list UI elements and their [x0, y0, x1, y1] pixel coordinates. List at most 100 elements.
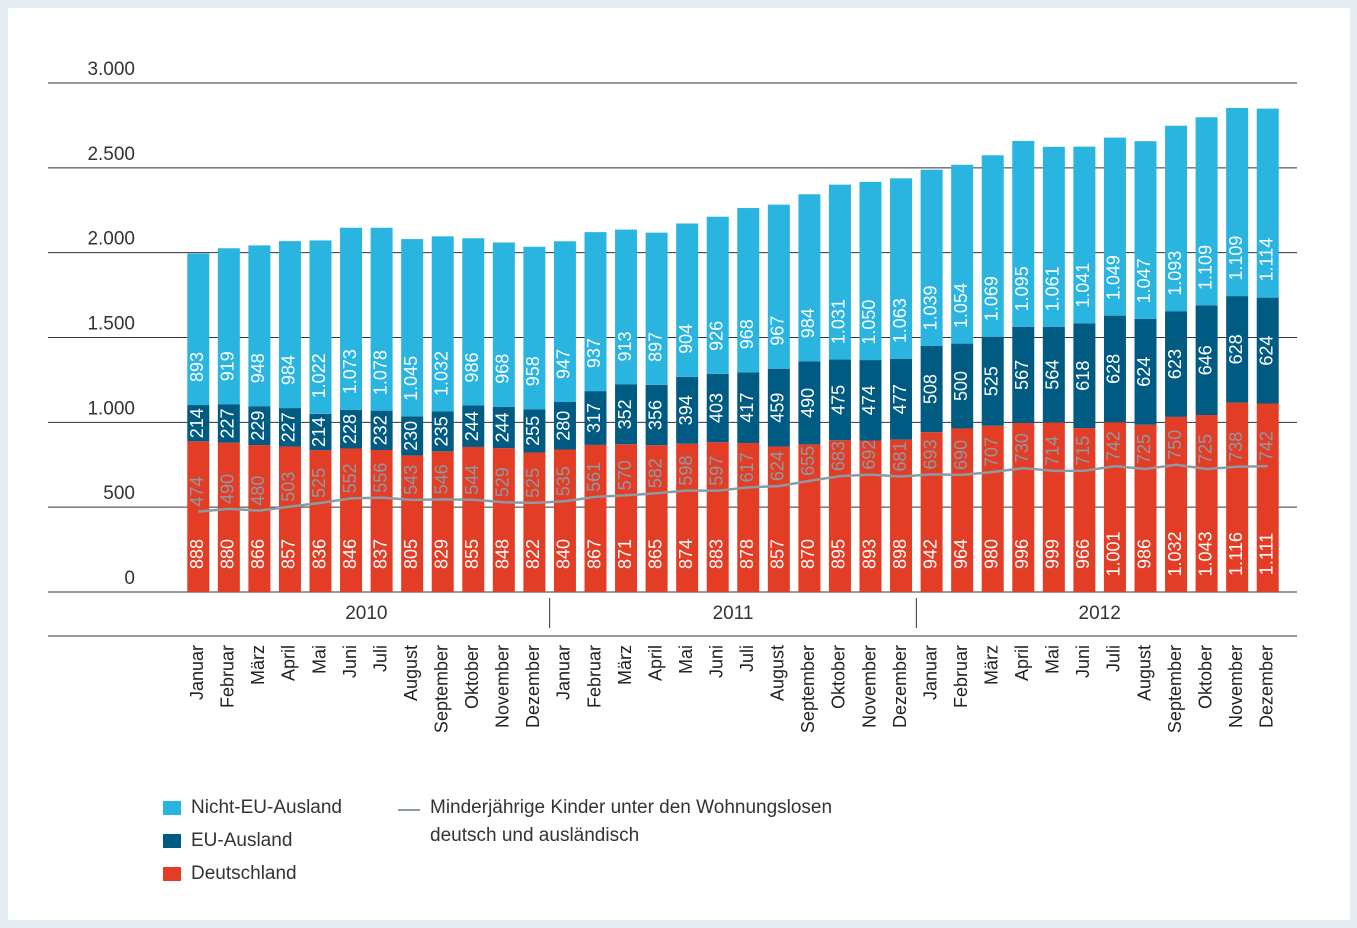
line-label: 681 — [890, 441, 910, 471]
line-label: 730 — [1012, 433, 1032, 463]
bar-segment — [920, 345, 943, 433]
bar-segment — [1256, 297, 1279, 404]
x-tick-label: Dezember — [890, 645, 910, 728]
bar-segment — [1134, 424, 1157, 592]
bar-segment — [615, 229, 638, 385]
x-tick-label: Mai — [1043, 645, 1063, 674]
x-tick-label: Mai — [309, 645, 329, 674]
value-label: 1.049 — [1104, 255, 1124, 300]
bar-segment — [1012, 423, 1035, 592]
value-label: 967 — [768, 316, 788, 346]
value-label: 1.114 — [1256, 238, 1276, 282]
value-label: 564 — [1043, 360, 1063, 390]
value-label: 500 — [951, 371, 971, 401]
value-label: 883 — [706, 539, 726, 569]
bar-segment — [431, 236, 454, 412]
legend-swatch — [163, 834, 181, 848]
bar-segment — [859, 181, 882, 361]
line-label: 525 — [523, 468, 543, 498]
value-label: 508 — [920, 374, 940, 404]
value-label: 805 — [401, 539, 421, 569]
value-label: 1.039 — [920, 285, 940, 330]
bar-segment — [615, 384, 638, 445]
line-label: 582 — [645, 458, 665, 488]
bar-segment — [462, 238, 485, 406]
value-label: 984 — [279, 355, 299, 385]
bar-segment — [676, 223, 699, 377]
bar-segment — [1103, 422, 1126, 592]
value-label: 942 — [920, 539, 940, 569]
bar-segment — [462, 446, 485, 592]
x-tick-label: Juni — [340, 645, 360, 678]
legend-label: Nicht-EU-Ausland — [191, 797, 342, 818]
value-label: 888 — [187, 539, 207, 569]
x-tick-label: März — [981, 645, 1001, 685]
bar-segment — [951, 428, 974, 592]
bar-segment — [615, 444, 638, 592]
line-label: 742 — [1256, 431, 1276, 461]
line-label: 480 — [248, 476, 268, 506]
bar-segment — [553, 241, 576, 402]
value-label: 893 — [187, 352, 207, 382]
line-label: 546 — [431, 464, 451, 494]
value-label: 244 — [493, 412, 513, 442]
bar-segment — [217, 442, 240, 592]
value-label: 1.109 — [1226, 236, 1246, 281]
bar-segment — [920, 169, 943, 346]
bar-segment — [676, 443, 699, 592]
value-label: 871 — [615, 539, 635, 569]
x-tick-label: Juni — [706, 645, 726, 678]
value-label: 897 — [645, 332, 665, 362]
bar-segment — [584, 391, 607, 445]
value-label: 1.078 — [370, 350, 390, 395]
line-label: 570 — [615, 460, 635, 490]
bar-segment — [1134, 141, 1157, 319]
value-label: 822 — [523, 539, 543, 569]
value-label: 857 — [768, 539, 788, 569]
x-tick-label: April — [279, 645, 299, 681]
value-label: 417 — [737, 393, 757, 423]
value-label: 846 — [340, 539, 360, 569]
x-tick-label: Juni — [1073, 645, 1093, 678]
bar-segment — [645, 384, 668, 446]
value-label: 964 — [951, 539, 971, 569]
value-label: 1.109 — [1195, 245, 1215, 290]
x-tick-label: Februar — [951, 645, 971, 708]
line-label: 597 — [706, 456, 726, 486]
line-label: 683 — [829, 441, 849, 471]
value-label: 618 — [1073, 361, 1093, 391]
value-label: 628 — [1104, 354, 1124, 384]
value-label: 1.095 — [1012, 266, 1032, 311]
x-tick-label: Januar — [920, 645, 940, 700]
bar-segment — [553, 449, 576, 592]
bar-segment — [1042, 422, 1065, 592]
bar-segment — [676, 376, 699, 444]
line-label: 474 — [187, 477, 207, 507]
value-label: 867 — [584, 539, 604, 569]
legend-item: EU-Ausland — [163, 830, 292, 855]
bar-segment — [737, 443, 760, 592]
bar-segment — [370, 449, 393, 592]
bar-segment — [340, 448, 363, 592]
value-label: 356 — [645, 400, 665, 430]
value-label: 1.032 — [1165, 531, 1185, 576]
bar-segment — [1103, 137, 1126, 316]
bar-segment — [1134, 318, 1157, 425]
line-label: 556 — [370, 463, 390, 493]
x-tick-label: November — [493, 645, 513, 728]
x-tick-label: Februar — [218, 645, 238, 708]
legend-label: Minderjährige Kinder unter den Wohnungsl… — [430, 797, 833, 846]
x-tick-label: Januar — [554, 645, 574, 700]
x-tick-label: Januar — [187, 645, 207, 700]
value-label: 893 — [859, 539, 879, 569]
bar-segment — [1195, 117, 1218, 306]
bar-segment — [828, 184, 851, 360]
value-label: 403 — [706, 393, 726, 423]
bar-segment — [1256, 403, 1279, 592]
bar-segment — [1012, 141, 1035, 327]
value-label: 1.116 — [1226, 532, 1246, 576]
value-label: 1.022 — [309, 353, 329, 398]
bar-segment — [309, 450, 332, 592]
bar-segment — [340, 409, 363, 449]
